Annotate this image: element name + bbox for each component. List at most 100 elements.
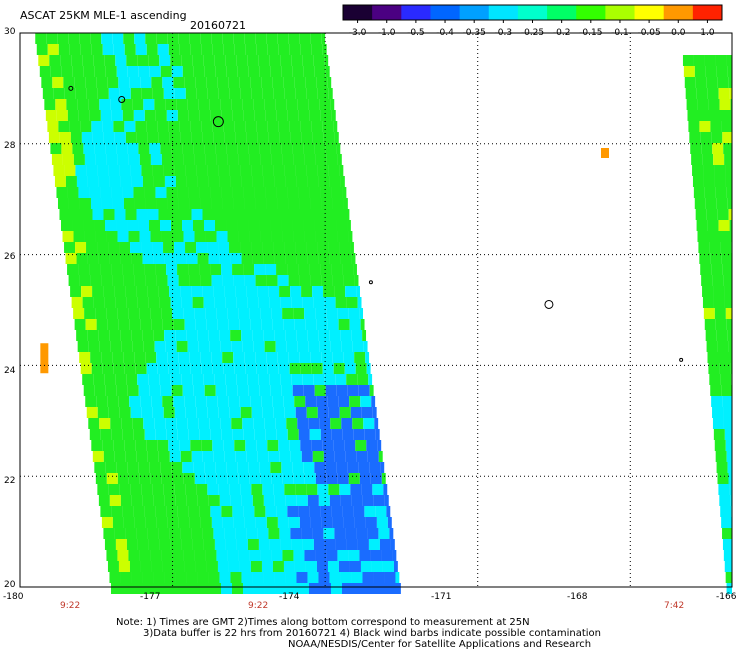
swath-cell (45, 110, 57, 121)
swath-cell (354, 517, 366, 528)
swath-cell (346, 374, 358, 385)
swath-cell (315, 231, 327, 242)
colorbar-tick-label: -0.1 (611, 28, 629, 38)
swath-cell (719, 99, 731, 110)
swath-cell (171, 385, 183, 396)
swath-cell (121, 418, 133, 429)
note-line-2: 3)Data buffer is 22 hrs from 20160721 4)… (143, 628, 601, 639)
swath-cell (107, 77, 119, 88)
swath-cell (301, 528, 313, 539)
swath-cell (362, 572, 374, 583)
swath-cell (93, 374, 105, 385)
swath-cell (207, 484, 219, 495)
swath-cell (71, 297, 83, 308)
swath-cell (312, 286, 324, 297)
swath-cell (264, 583, 276, 594)
swath-cell (190, 440, 202, 451)
swath-cell (704, 187, 716, 198)
swath-cell (134, 275, 146, 286)
swath-cell (310, 517, 322, 528)
swath-cell (354, 352, 366, 363)
swath-cell (259, 220, 271, 231)
swath-cell (202, 132, 214, 143)
swath-cell (84, 231, 96, 242)
swath-cell (186, 176, 198, 187)
swath-cell (209, 418, 221, 429)
swath-cell (125, 451, 137, 462)
swath-cell (147, 451, 159, 462)
swath-cell (138, 462, 150, 473)
swath-cell (311, 44, 323, 55)
swath-cell (87, 176, 99, 187)
swath-cell (712, 407, 724, 418)
swath-cell (216, 308, 228, 319)
swath-cell (701, 143, 713, 154)
swath-cell (301, 132, 313, 143)
swath-cell (77, 99, 89, 110)
swath-cell (336, 385, 348, 396)
swath-cell (335, 297, 347, 308)
swath-cell (221, 264, 233, 275)
swath-cell (116, 462, 128, 473)
colorbar-segment (517, 5, 548, 20)
swath-cell (299, 33, 311, 44)
swath-cell (108, 88, 120, 99)
swath-cell (329, 572, 341, 583)
swath-cell (79, 33, 91, 44)
swath-cell (56, 187, 68, 198)
swath-cell (196, 484, 208, 495)
swath-cell (191, 209, 203, 220)
swath-cell (210, 264, 222, 275)
island-outline (679, 357, 684, 362)
swath-cell (723, 550, 732, 561)
swath-cell (246, 528, 258, 539)
swath-cell (724, 286, 732, 297)
swath-cell (196, 407, 208, 418)
swath-cell (395, 572, 400, 583)
swath-cell (688, 121, 700, 132)
swath-cell (198, 418, 210, 429)
swath-cell (116, 143, 128, 154)
swath-cell (109, 253, 121, 264)
swath-cell (361, 484, 373, 495)
swath-cell (99, 99, 111, 110)
swath-cell (49, 55, 61, 66)
swath-cell (134, 517, 146, 528)
swath-cell (258, 55, 270, 66)
swath-cell (366, 363, 371, 374)
swath-cell (291, 539, 303, 550)
swath-cell (83, 143, 95, 154)
swath-cell (170, 539, 182, 550)
swath-cell (173, 396, 185, 407)
swath-cell (249, 308, 261, 319)
colorbar-segment (663, 5, 694, 20)
swath-cell (90, 275, 102, 286)
swath-cell (170, 55, 182, 66)
swath-cell (177, 187, 189, 198)
swath-cell (208, 495, 220, 506)
swath-cell (255, 198, 267, 209)
swath-cell (367, 528, 379, 539)
swath-cell (713, 286, 725, 297)
swath-cell (180, 286, 192, 297)
swath-cell (125, 286, 137, 297)
swath-cell (176, 99, 188, 110)
swath-cell (711, 396, 723, 407)
swath-cell (232, 110, 244, 121)
swath-cell (340, 572, 352, 583)
swath-cell (79, 352, 91, 363)
swath-cell (197, 330, 209, 341)
swath-cell (244, 33, 256, 44)
swath-cell (306, 484, 318, 495)
swath-cell (390, 539, 395, 550)
swath-cell (729, 220, 732, 231)
swath-cell (289, 440, 301, 451)
swath-cell (114, 132, 126, 143)
swath-cell (310, 275, 322, 286)
swath-cell (234, 44, 246, 55)
swath-cell (318, 572, 330, 583)
swath-cell (218, 407, 230, 418)
swath-cell (212, 440, 224, 451)
swath-cell (355, 440, 367, 451)
swath-cell (312, 528, 324, 539)
